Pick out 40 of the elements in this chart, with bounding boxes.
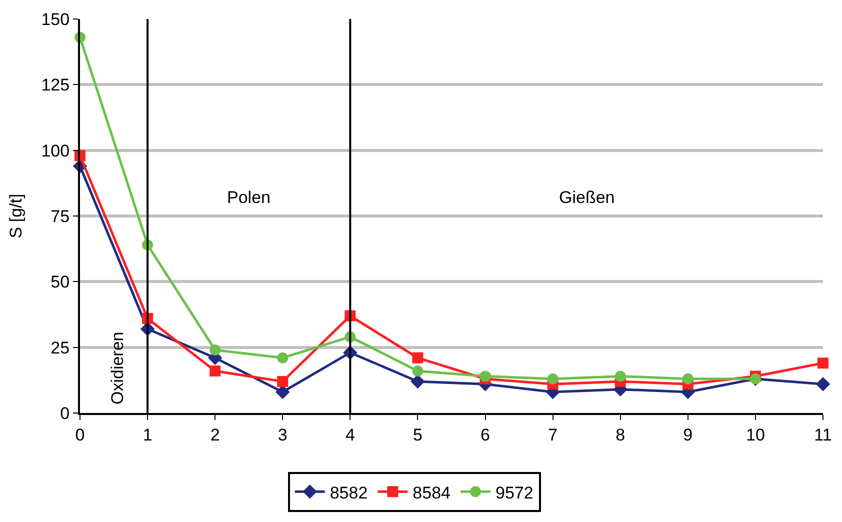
point xyxy=(210,365,221,376)
legend-label: 8584 xyxy=(412,483,451,502)
x-tick-label: 1 xyxy=(142,425,152,444)
annotation: Oxidieren xyxy=(108,332,127,404)
x-tick-label: 7 xyxy=(548,425,558,444)
y-tick-label: 100 xyxy=(41,141,70,160)
annotation: Polen xyxy=(227,188,270,207)
y-tick-label: 125 xyxy=(41,76,70,95)
x-tick-label: 0 xyxy=(75,425,85,444)
x-tick-label: 10 xyxy=(746,425,765,444)
y-tick-label: 150 xyxy=(41,10,70,29)
point xyxy=(275,384,290,400)
x-tick-label: 2 xyxy=(210,425,220,444)
y-tick-label: 50 xyxy=(50,272,70,292)
point xyxy=(480,370,491,382)
x-tick-label: 3 xyxy=(278,425,288,444)
point xyxy=(277,376,288,387)
point xyxy=(818,358,828,369)
y-tick-label: 0 xyxy=(60,404,70,423)
x-tick-label: 6 xyxy=(480,425,490,444)
y-tick-label: 75 xyxy=(50,206,70,226)
y-tick-label: 25 xyxy=(50,338,70,358)
x-tick-label: 4 xyxy=(345,425,355,444)
point xyxy=(412,352,424,364)
x-tick-label: 9 xyxy=(683,425,693,444)
x-tick-label: 5 xyxy=(412,425,422,444)
point xyxy=(682,373,694,384)
legend-label: 9572 xyxy=(496,483,534,502)
point xyxy=(614,370,626,382)
x-tick-label: 8 xyxy=(616,425,626,444)
x-tick-label: 11 xyxy=(814,425,832,444)
legend-label: 8582 xyxy=(330,483,368,502)
point xyxy=(277,352,288,364)
point xyxy=(210,344,221,356)
point xyxy=(412,365,424,376)
y-axis-title: S [g/t] xyxy=(6,194,26,238)
point xyxy=(547,373,558,384)
point xyxy=(410,374,425,389)
point xyxy=(816,376,830,392)
annotation: Gießen xyxy=(559,188,615,207)
